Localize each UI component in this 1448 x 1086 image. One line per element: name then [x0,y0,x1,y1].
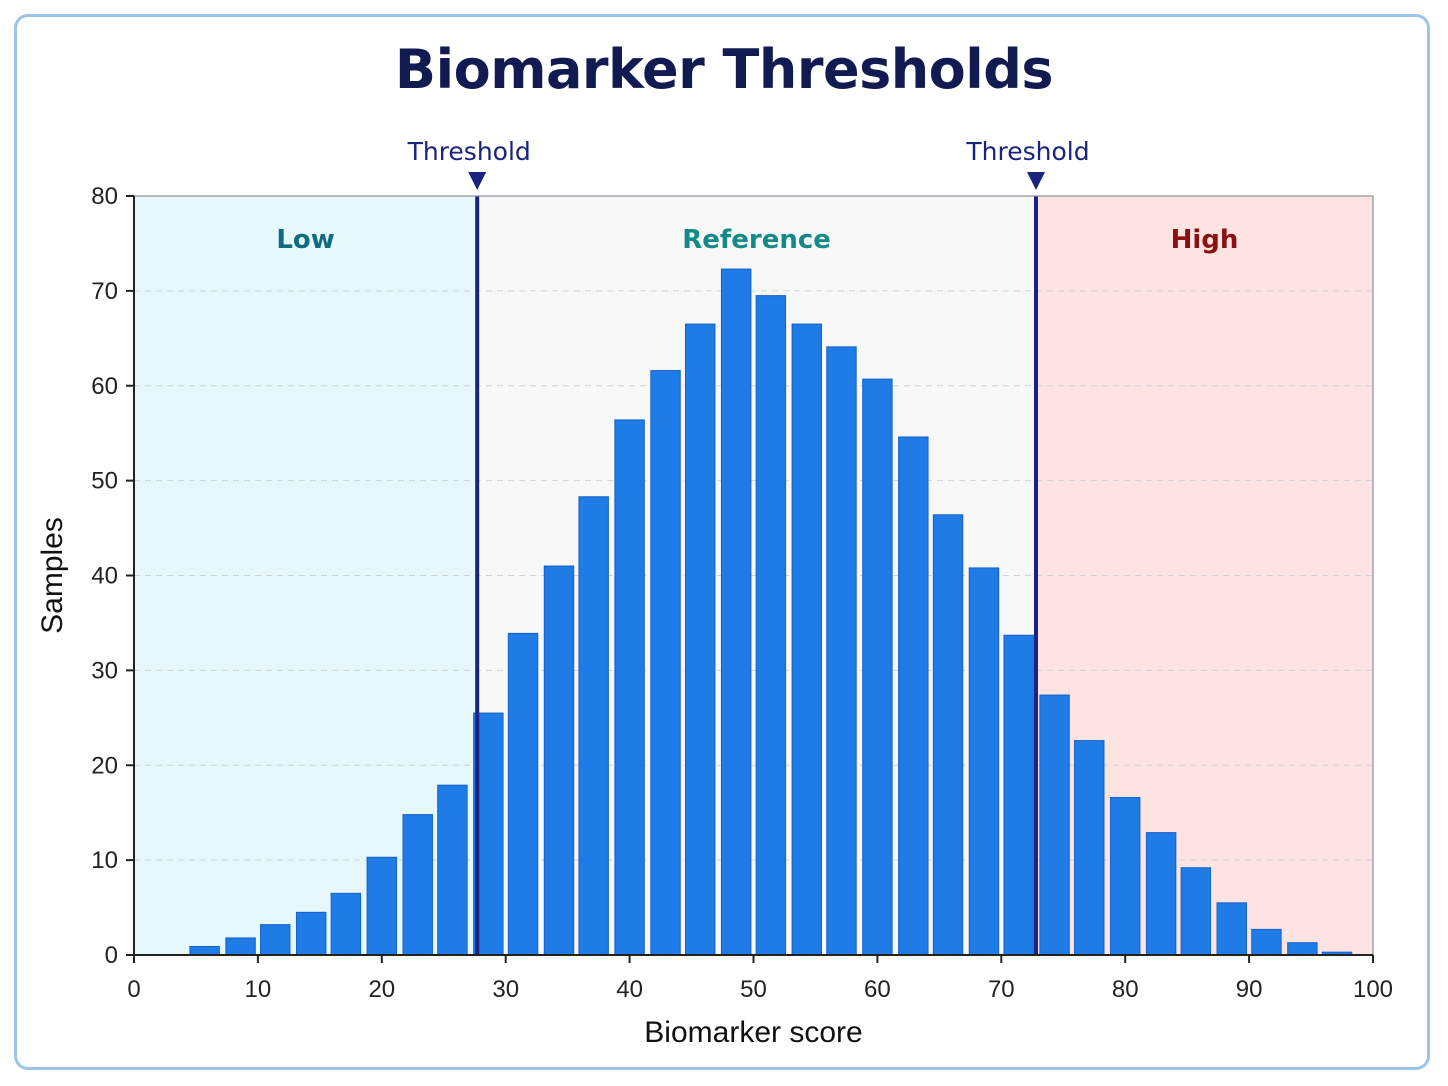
threshold-marker-icon [468,172,487,190]
y-tick-label: 20 [91,752,118,779]
x-tick-label: 100 [1353,976,1393,1003]
histogram-bar [437,784,468,956]
histogram-bar [366,856,398,956]
histogram-bar [1251,928,1282,956]
y-tick-label: 80 [91,183,118,210]
histogram-bar [330,892,362,956]
x-tick-label: 60 [864,976,891,1003]
y-tick-label: 40 [91,563,118,590]
labels: Low Reference High Threshold Threshold Biomar… [36,137,1238,1049]
histogram-bar [1287,942,1318,956]
histogram-bar [1180,867,1212,956]
histogram-bar [1216,902,1247,956]
histogram-bar [755,295,787,956]
histogram-bar [1074,740,1105,956]
histogram-bar [791,323,822,956]
histogram-bar [862,378,893,956]
axes: 0 10 20 30 40 50 60 70 80 0 10 20 30 40 50 60 70 80 90 100 [91,183,1393,1003]
histogram-bar [295,911,327,956]
histogram-bar [898,436,929,956]
histogram-bar [1109,797,1141,956]
region-label-reference: Reference [682,225,831,255]
threshold-lines [468,172,1045,955]
histogram-bar [932,514,964,956]
histogram-bar [968,567,1000,956]
x-tick-label: 0 [127,976,140,1003]
x-tick-label: 90 [1236,976,1263,1003]
histogram-bar [720,268,752,956]
histogram-bar [543,565,575,956]
y-tick-label: 30 [91,657,118,684]
x-tick-label: 10 [245,976,272,1003]
histogram-bar [685,323,716,956]
histogram-bar [578,496,609,956]
x-tick-label: 80 [1112,976,1139,1003]
histogram-bar [225,937,256,956]
histogram-bar [1145,832,1177,956]
threshold-label: Threshold [965,137,1089,166]
x-tick-label: 20 [368,976,395,1003]
y-tick-label: 60 [91,373,118,400]
gridlines [134,290,1373,861]
histogram-bar [260,924,291,956]
y-tick-label: 50 [91,468,118,495]
histogram-bar [1039,694,1070,956]
histogram-bar [1003,634,1034,956]
region-label-high: High [1171,225,1239,255]
histogram-bar [189,945,220,956]
histogram-bar [826,346,857,956]
x-tick-label: 70 [988,976,1015,1003]
y-tick-label: 0 [105,942,118,969]
threshold-marker-icon [1026,172,1045,190]
region-label-low: Low [276,225,334,255]
histogram-bar [614,419,645,956]
x-tick-label: 30 [492,976,519,1003]
histogram-bar [402,814,433,956]
x-axis-title: Biomarker score [644,1016,862,1049]
histogram-bar [650,370,681,956]
y-tick-label: 70 [91,278,118,305]
bars [189,268,1353,956]
x-tick-label: 40 [616,976,643,1003]
chart-title: Biomarker Thresholds [394,38,1054,101]
y-tick-label: 10 [91,847,118,874]
histogram-bar [507,632,539,956]
threshold-label: Threshold [407,137,531,166]
y-axis-title: Samples [36,517,69,634]
x-tick-label: 50 [740,976,767,1003]
